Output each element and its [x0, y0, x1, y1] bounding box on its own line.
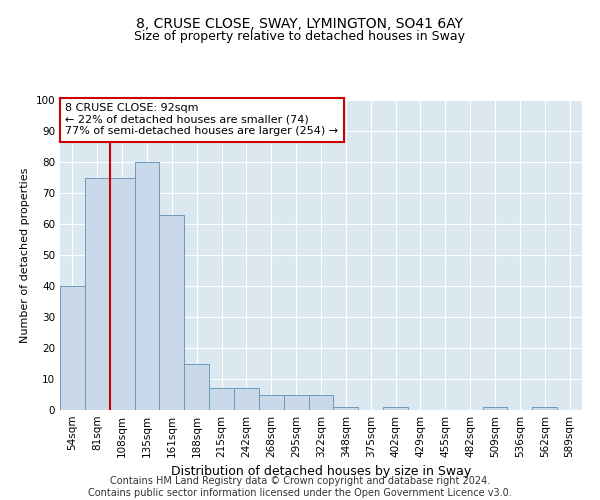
X-axis label: Distribution of detached houses by size in Sway: Distribution of detached houses by size …: [171, 466, 471, 478]
Bar: [85, 178, 110, 410]
Bar: [209, 388, 234, 410]
Bar: [383, 407, 408, 410]
Bar: [134, 162, 160, 410]
Bar: [259, 394, 284, 410]
Text: Size of property relative to detached houses in Sway: Size of property relative to detached ho…: [134, 30, 466, 43]
Bar: [160, 214, 184, 410]
Bar: [532, 407, 557, 410]
Text: 8 CRUSE CLOSE: 92sqm
← 22% of detached houses are smaller (74)
77% of semi-detac: 8 CRUSE CLOSE: 92sqm ← 22% of detached h…: [65, 103, 338, 136]
Bar: [110, 178, 134, 410]
Bar: [184, 364, 209, 410]
Bar: [234, 388, 259, 410]
Bar: [308, 394, 334, 410]
Bar: [334, 407, 358, 410]
Bar: [284, 394, 308, 410]
Y-axis label: Number of detached properties: Number of detached properties: [20, 168, 30, 342]
Text: Contains HM Land Registry data © Crown copyright and database right 2024.
Contai: Contains HM Land Registry data © Crown c…: [88, 476, 512, 498]
Bar: [60, 286, 85, 410]
Bar: [482, 407, 508, 410]
Text: 8, CRUSE CLOSE, SWAY, LYMINGTON, SO41 6AY: 8, CRUSE CLOSE, SWAY, LYMINGTON, SO41 6A…: [137, 18, 464, 32]
